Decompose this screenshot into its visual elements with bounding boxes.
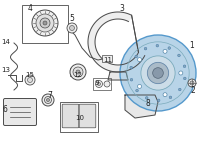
Circle shape xyxy=(98,82,101,86)
Circle shape xyxy=(32,10,58,36)
Text: 4: 4 xyxy=(28,4,32,12)
Circle shape xyxy=(183,65,186,68)
Text: 7: 7 xyxy=(48,91,52,100)
Text: 11: 11 xyxy=(104,57,113,63)
Circle shape xyxy=(70,25,75,30)
Circle shape xyxy=(179,71,183,75)
FancyBboxPatch shape xyxy=(79,104,96,128)
Text: 15: 15 xyxy=(26,72,34,78)
Circle shape xyxy=(178,54,180,57)
Bar xyxy=(60,102,98,132)
Circle shape xyxy=(156,44,159,47)
Circle shape xyxy=(144,47,147,50)
Text: 9: 9 xyxy=(95,80,99,86)
Circle shape xyxy=(163,93,167,97)
Circle shape xyxy=(145,97,148,99)
Text: 14: 14 xyxy=(2,39,10,45)
Bar xyxy=(102,55,112,62)
Text: 5: 5 xyxy=(70,14,74,22)
Bar xyxy=(22,5,68,43)
Polygon shape xyxy=(88,12,145,72)
Circle shape xyxy=(138,84,142,88)
Circle shape xyxy=(157,99,160,102)
Circle shape xyxy=(40,18,50,28)
Circle shape xyxy=(96,81,103,87)
Polygon shape xyxy=(125,95,158,118)
Text: 13: 13 xyxy=(2,67,11,73)
Text: 10: 10 xyxy=(76,115,85,121)
Text: 12: 12 xyxy=(74,72,82,78)
Circle shape xyxy=(104,81,110,87)
Circle shape xyxy=(73,67,83,77)
Circle shape xyxy=(45,96,52,103)
Circle shape xyxy=(147,62,169,84)
Text: 6: 6 xyxy=(3,106,7,115)
Circle shape xyxy=(130,66,132,69)
Circle shape xyxy=(141,56,175,90)
FancyBboxPatch shape xyxy=(62,104,79,128)
Circle shape xyxy=(70,64,86,80)
Circle shape xyxy=(168,47,171,49)
Circle shape xyxy=(36,14,54,32)
Circle shape xyxy=(120,35,196,111)
Circle shape xyxy=(67,23,77,33)
Circle shape xyxy=(163,49,167,53)
Circle shape xyxy=(42,94,54,106)
Circle shape xyxy=(28,77,33,82)
Circle shape xyxy=(43,21,47,25)
Text: 3: 3 xyxy=(120,4,124,12)
Circle shape xyxy=(188,79,196,87)
Text: 1: 1 xyxy=(190,41,194,50)
Circle shape xyxy=(184,77,186,80)
Bar xyxy=(93,78,111,90)
Circle shape xyxy=(135,55,137,58)
Circle shape xyxy=(190,81,194,85)
Text: 8: 8 xyxy=(146,98,150,107)
Bar xyxy=(70,68,78,76)
Polygon shape xyxy=(108,72,128,80)
Circle shape xyxy=(25,75,35,85)
Circle shape xyxy=(136,89,138,92)
Circle shape xyxy=(153,68,163,78)
Circle shape xyxy=(47,98,50,101)
Circle shape xyxy=(76,70,80,74)
Circle shape xyxy=(130,78,133,81)
Circle shape xyxy=(179,88,181,91)
Circle shape xyxy=(169,96,172,99)
FancyBboxPatch shape xyxy=(4,98,37,126)
Text: 2: 2 xyxy=(191,86,195,95)
Circle shape xyxy=(138,58,142,62)
